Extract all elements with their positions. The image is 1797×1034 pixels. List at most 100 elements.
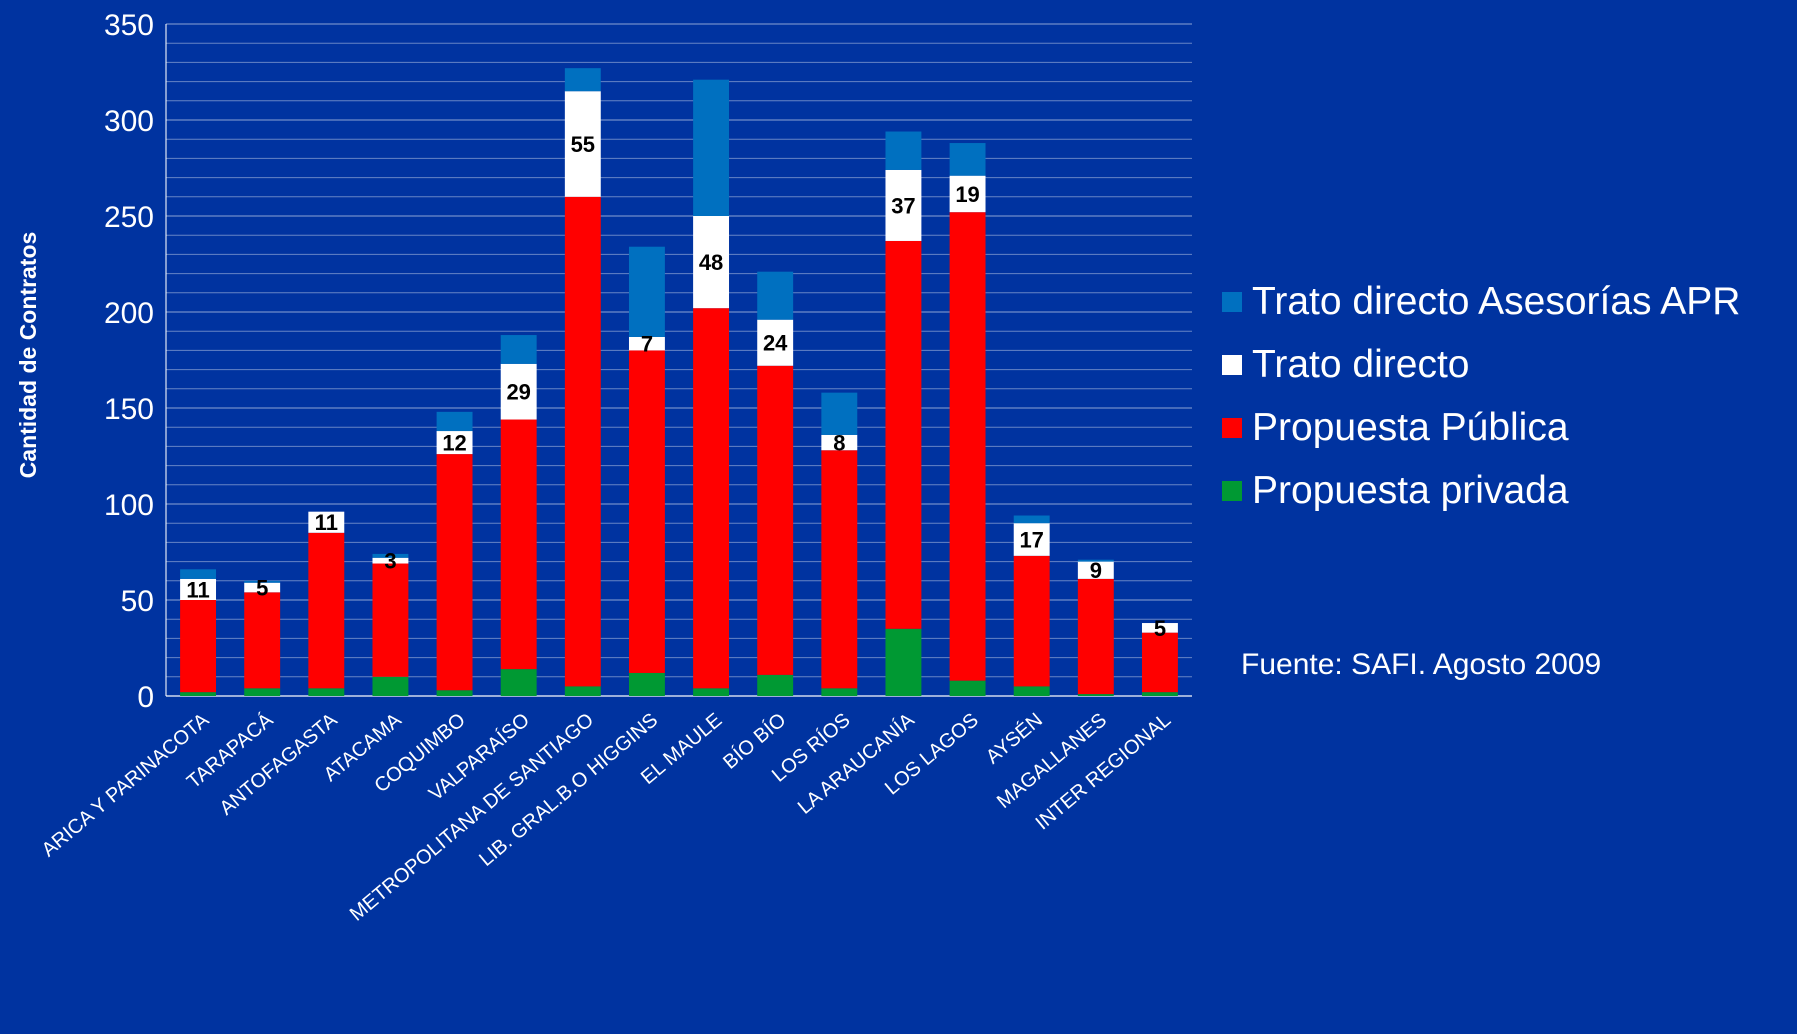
bar-segment — [885, 240, 922, 629]
bar-segment — [244, 582, 281, 593]
data-label: 11 — [315, 510, 338, 535]
data-label: 5 — [1154, 616, 1166, 641]
bar-segment — [564, 196, 601, 687]
x-tick-label: ANTOFAGASTA — [216, 709, 342, 820]
bar-segment — [500, 419, 537, 670]
bar-segment — [180, 600, 217, 693]
data-label: 12 — [442, 431, 466, 456]
x-tick-label: ARICA Y PARINACOTA — [38, 709, 214, 862]
bar-segment — [564, 686, 601, 696]
legend-label: Trato directo — [1252, 342, 1470, 386]
bar-segment — [564, 68, 601, 92]
data-label: 17 — [1019, 528, 1043, 553]
bar-segment — [1141, 632, 1178, 693]
bar-segment — [693, 308, 730, 689]
bar-segment — [436, 454, 473, 691]
data-label: 37 — [891, 193, 915, 218]
data-label: 9 — [1090, 558, 1102, 583]
bar-segment — [1077, 559, 1114, 562]
bar-segment — [628, 350, 665, 673]
data-label: 24 — [763, 331, 788, 356]
legend-swatch — [1222, 291, 1242, 312]
data-label: 29 — [506, 380, 530, 405]
bar-segment — [628, 672, 665, 696]
bar-segment — [628, 336, 665, 351]
bar-segment — [244, 580, 281, 583]
bar-segment — [757, 365, 794, 675]
legend-label: Propuesta Pública — [1252, 405, 1569, 449]
bar-segment — [821, 434, 858, 451]
y-tick-label: 250 — [104, 201, 154, 234]
bar-segment — [1141, 623, 1178, 633]
y-axis-label: Cantidad de Contratos — [15, 232, 41, 479]
legend-item: Trato directo Asesorías APR — [1222, 270, 1740, 333]
bar-segment — [949, 143, 986, 176]
bar-segment — [885, 131, 922, 170]
legend-item: Propuesta Pública — [1222, 396, 1740, 459]
bar-segment — [693, 216, 730, 309]
bar-segment — [372, 553, 409, 558]
bar-segment — [180, 692, 217, 696]
source-note: Fuente: SAFI. Agosto 2009 — [1241, 648, 1602, 681]
bar-segment — [500, 669, 537, 696]
bar-segment — [372, 563, 409, 677]
y-tick-label: 200 — [104, 297, 154, 330]
bar-segment — [308, 688, 345, 696]
bar-segment — [693, 79, 730, 217]
bar-segment — [1013, 515, 1050, 524]
bar-segment — [757, 271, 794, 320]
bar-segment — [180, 578, 217, 600]
bar-segment — [436, 431, 473, 455]
data-label: 19 — [955, 182, 979, 207]
bar-segment — [1013, 686, 1050, 696]
bar-segment — [693, 688, 730, 696]
bar-segment — [1077, 578, 1114, 695]
legend: Trato directo Asesorías APR Trato directo… — [1222, 270, 1740, 522]
bar-segment — [821, 688, 858, 696]
data-label: 11 — [186, 577, 209, 602]
legend-item: Propuesta privada — [1222, 459, 1740, 522]
data-label: 55 — [571, 132, 595, 157]
bar-segment — [564, 91, 601, 197]
data-label: 5 — [256, 576, 268, 601]
bar-segment — [949, 175, 986, 213]
legend-label: Propuesta privada — [1252, 468, 1569, 512]
legend-label: Trato directo Asesorías APR — [1252, 279, 1741, 323]
y-tick-label: 300 — [104, 105, 154, 138]
bar-segment — [885, 169, 922, 241]
bar-segment — [1013, 523, 1050, 556]
bar-segment — [757, 674, 794, 696]
x-tick-label: LA ARAUCANÍA — [793, 708, 919, 819]
bar-segment — [1141, 692, 1178, 696]
bar-segment — [628, 246, 665, 337]
legend-swatch — [1222, 354, 1242, 375]
y-tick-label: 0 — [137, 681, 154, 714]
bar-segment — [821, 450, 858, 689]
bar-segment — [308, 532, 345, 689]
y-tick-label: 50 — [121, 585, 154, 618]
bar-segment — [1013, 555, 1050, 687]
data-label: 48 — [699, 250, 723, 275]
bars — [180, 68, 1178, 696]
bar-segment — [436, 690, 473, 696]
data-labels: 11 5 11 3 12 29 55 7 48 24 8 37 19 17 9 5 — [186, 132, 1166, 641]
bar-segment — [757, 319, 794, 366]
y-tick-label: 100 — [104, 489, 154, 522]
bar-segment — [1077, 694, 1114, 696]
bar-segment — [500, 363, 537, 420]
data-label: 3 — [384, 549, 396, 574]
bar-segment — [180, 569, 217, 579]
bar-segment — [372, 557, 409, 564]
bar-segment — [949, 212, 986, 681]
bar-segment — [436, 411, 473, 432]
bar-segment — [244, 592, 281, 689]
bar-segment — [500, 335, 537, 364]
bar-segment — [308, 511, 345, 533]
bar-segment — [949, 680, 986, 696]
bar-segment — [372, 676, 409, 696]
y-tick-label: 150 — [104, 393, 154, 426]
legend-swatch — [1222, 480, 1242, 501]
data-label: 7 — [641, 332, 653, 357]
